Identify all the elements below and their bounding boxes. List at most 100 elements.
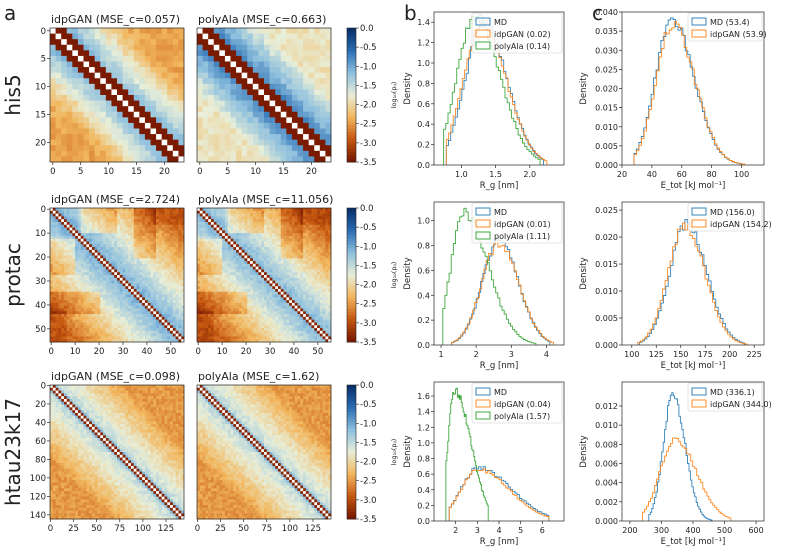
heatmap-cell (55, 266, 59, 270)
heatmap-cell (89, 89, 96, 96)
heatmap-cell (133, 150, 140, 157)
heatmap-cell (144, 78, 151, 85)
heatmap-cell (208, 252, 212, 256)
heatmap-cell (128, 44, 135, 51)
heatmap-cell (181, 258, 185, 262)
heatmap-cell (277, 283, 282, 287)
heatmap-cell (50, 269, 54, 273)
heatmap-cell (170, 300, 174, 304)
heatmap-cell (178, 122, 185, 129)
heatmap-cell (122, 269, 126, 273)
heatmap-cell (125, 252, 129, 256)
heatmap-cell (136, 252, 140, 256)
heatmap-cell (252, 150, 259, 157)
heatmap-cell (208, 219, 212, 223)
heatmap-cell (58, 255, 62, 259)
heatmap-cell (170, 272, 174, 276)
heatmap-cell (50, 322, 54, 326)
heatmap-cell (208, 208, 212, 212)
y-tick-label: 0 (41, 27, 46, 37)
heatmap-cell (197, 145, 203, 152)
heatmap-cell (103, 227, 107, 231)
heatmap-cell (224, 235, 229, 240)
heatmap-cell (208, 280, 212, 284)
heatmap-cell (325, 83, 332, 90)
heatmap-cell (297, 50, 304, 57)
heatmap-cell (197, 235, 201, 240)
heatmap-cell (325, 89, 332, 96)
heatmap-cell (178, 72, 185, 79)
heatmap-cell (178, 241, 182, 245)
heatmap-cell (261, 241, 265, 245)
heatmap-cell (227, 288, 231, 293)
heatmap-cell (139, 322, 143, 326)
heatmap-cell (230, 227, 234, 231)
heatmap-frame (49, 207, 185, 343)
heatmap-cell (224, 50, 231, 57)
heatmap-cell (61, 272, 65, 276)
heatmap-cell (125, 305, 129, 309)
heatmap-cell (213, 39, 220, 46)
heatmap-cell (233, 288, 237, 293)
heatmap-cell (133, 134, 140, 141)
heatmap-cell (266, 238, 270, 242)
heatmap-cell (77, 311, 82, 315)
heatmap-cell (314, 224, 318, 228)
heatmap-cell (86, 272, 90, 276)
heatmap-cell (111, 286, 115, 290)
heatmap-cell (100, 139, 107, 146)
heatmap-cell (170, 277, 174, 281)
heatmap-cell (213, 269, 217, 273)
heatmap-cell (150, 294, 154, 298)
heatmap-cell (300, 244, 304, 248)
heatmap-cell (144, 266, 149, 270)
heatmap-cell (286, 134, 293, 141)
heatmap-cell (167, 72, 174, 79)
heatmap-cell (125, 333, 129, 337)
heatmap-cell (272, 255, 276, 259)
heatmap-cell (72, 111, 79, 118)
heatmap-cell (153, 263, 157, 268)
heatmap-cell (69, 288, 73, 293)
heatmap-cell (142, 221, 146, 226)
colorbar-segment (347, 141, 356, 146)
heatmap-cell (264, 213, 268, 217)
heatmap-cell (122, 224, 126, 228)
heatmap-cell (172, 72, 179, 79)
heatmap-cell (105, 61, 112, 68)
heatmap-cell (325, 50, 332, 57)
heatmap-cell (308, 275, 312, 279)
heatmap-cell (72, 128, 79, 135)
heatmap-cell (247, 261, 251, 265)
heatmap-cell (197, 244, 201, 248)
heatmap-cell (236, 252, 240, 256)
heatmap-cell (202, 210, 206, 214)
heatmap-cell (219, 280, 223, 284)
heatmap-cell (117, 210, 121, 214)
heatmap-cell (283, 280, 287, 284)
heatmap-cell (269, 230, 273, 234)
heatmap-cell (305, 286, 310, 290)
heatmap-cell (269, 261, 273, 265)
heatmap-cell (170, 261, 174, 265)
heatmap-cell (199, 283, 203, 287)
heatmap-cell (94, 308, 98, 312)
heatmap-cell (77, 241, 82, 245)
heatmap-cell (164, 339, 168, 343)
heatmap-cell (178, 325, 182, 329)
heatmap-cell (275, 235, 279, 240)
heatmap-cell (133, 128, 140, 135)
heatmap-cell (197, 67, 203, 74)
heatmap-cell (224, 288, 229, 293)
heatmap-cell (244, 227, 248, 231)
heatmap-cell (178, 216, 182, 220)
heatmap-cell (197, 216, 201, 220)
x-tick-label: 5 (225, 167, 230, 177)
heatmap-cell (264, 33, 270, 40)
heatmap-cell (136, 269, 140, 273)
heatmap-cell (280, 272, 284, 276)
heatmap-cell (105, 305, 110, 309)
heatmap-cell (161, 241, 165, 245)
heatmap-cell (325, 100, 332, 107)
heatmap-cell (136, 224, 140, 228)
